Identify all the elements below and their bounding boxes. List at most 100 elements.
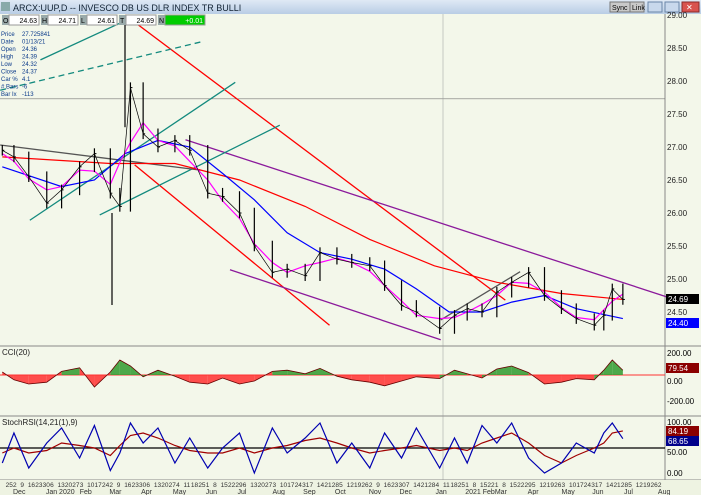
cci-segment (544, 375, 562, 384)
info-value: 24.37 (22, 70, 38, 76)
day-tick-label: 5 (628, 482, 632, 489)
day-tick-label: 29 (524, 482, 532, 489)
month-tick-label: May (562, 489, 576, 495)
trendline (99, 124, 281, 216)
price-tick-label: 27.00 (667, 143, 688, 152)
ohlc-value: 24.71 (58, 18, 76, 25)
day-tick-label: 23 (391, 482, 399, 489)
ohlc-key (158, 15, 165, 25)
ohlc-key-label: H (42, 18, 47, 25)
price-line (2, 87, 624, 329)
day-tick-label: 9 (20, 482, 24, 489)
stoch-k-line (1, 421, 624, 475)
day-tick-label: 1 (495, 482, 499, 489)
trendline (134, 164, 330, 326)
cci-segment (61, 367, 80, 375)
day-tick-label: 2 (109, 482, 113, 489)
price-tick-label: 27.50 (667, 110, 688, 119)
day-tick-label: 15 (480, 482, 488, 489)
day-tick-label: 26 (651, 482, 659, 489)
day-tick-label: 16 (384, 482, 392, 489)
day-tick-label: 13 (154, 482, 162, 489)
ohlc-value-box (125, 14, 157, 26)
cci-segment (351, 375, 370, 383)
day-tick-label: 22 (487, 482, 495, 489)
day-tick-label: 3 (80, 482, 84, 489)
month-tick-label: Apr (528, 489, 540, 495)
info-value: 01/13/21 (22, 40, 46, 46)
day-tick-label: 14 (317, 482, 325, 489)
title-bar[interactable] (0, 0, 701, 14)
sync-button[interactable]: Sync (609, 1, 631, 13)
minimize-button[interactable] (647, 1, 663, 13)
month-tick-label: Aug (658, 489, 671, 495)
day-tick-label: 30 (139, 482, 147, 489)
cci-segment (561, 375, 577, 383)
day-tick-label: 2 (658, 482, 662, 489)
day-tick-label: 16 (28, 482, 36, 489)
cci-last-badge (666, 363, 699, 373)
ohlc-value: 24.63 (19, 18, 37, 25)
day-tick-label: 1 (206, 482, 210, 489)
price-tick-label: 26.00 (667, 209, 688, 218)
maximize-button[interactable] (664, 1, 680, 13)
stoch-d-line (2, 430, 623, 464)
day-tick-label: 11 (443, 482, 450, 489)
price-tick-label: 24.50 (667, 308, 688, 317)
day-tick-label: 26 (554, 482, 562, 489)
day-tick-label: 9 (117, 482, 121, 489)
stoch-last-label: 68.65 (668, 437, 689, 446)
stoch-tick-label: 100.00 (667, 418, 692, 427)
day-tick-label: 14 (413, 482, 421, 489)
price-tick-label: 28.50 (667, 44, 688, 53)
cci-segment (222, 375, 240, 384)
price-tick-label: 29.00 (667, 11, 688, 20)
day-tick-label: 15 (510, 482, 518, 489)
cci-line (2, 359, 624, 388)
day-tick-label: 13 (57, 482, 65, 489)
day-tick-label: 25 (6, 482, 14, 489)
window-title: ARCX:UUP,D -- INVESCO DB US DLR INDEX TR… (13, 3, 241, 13)
ohlc-value: 24.61 (97, 18, 115, 25)
day-tick-label: 7 (310, 482, 314, 489)
stoch-title: StochRSI(14,21(1),9) (2, 418, 78, 427)
ohlc-key (41, 15, 48, 25)
ohlc-key-label: N (159, 18, 164, 25)
day-tick-label: 10 (280, 482, 288, 489)
cci-last-label: 79.54 (668, 364, 689, 373)
link-button[interactable]: Link (629, 1, 645, 13)
cci-segment (401, 375, 417, 381)
month-tick-label: Jan 2020 (46, 489, 75, 495)
day-tick-label: 27 (72, 482, 80, 489)
ma-long-line (2, 156, 623, 301)
day-tick-label: 30 (43, 482, 51, 489)
info-value: -6 (22, 85, 28, 91)
info-label: Open (1, 47, 16, 53)
cci-tick-label: 0.00 (667, 377, 683, 386)
last-value-label: 24.69 (668, 295, 689, 304)
month-tick-label: Oct (335, 489, 346, 495)
time-axis (0, 480, 701, 495)
info-value: 24.36 (22, 47, 38, 53)
month-tick-label: Jul (624, 489, 633, 495)
ohlc-value-box (164, 14, 206, 26)
month-tick-label: Dec (400, 489, 413, 495)
day-tick-label: 11 (183, 482, 190, 489)
month-tick-label: Jun (592, 489, 603, 495)
month-tick-label: Nov (369, 489, 382, 495)
day-tick-label: 6 (243, 482, 247, 489)
day-tick-label: 7 (406, 482, 410, 489)
day-tick-label: 8 (213, 482, 217, 489)
day-tick-label: 24 (295, 482, 303, 489)
close-button[interactable] (681, 1, 700, 13)
day-tick-label: 2 (13, 482, 17, 489)
day-tick-label: 24 (584, 482, 592, 489)
day-tick-label: 16 (124, 482, 132, 489)
cci-tick-label: -200.00 (667, 397, 695, 406)
day-tick-label: 19 (547, 482, 555, 489)
day-tick-label: 6 (146, 482, 150, 489)
day-tick-label: 21 (421, 482, 429, 489)
stoch-last-badge (666, 436, 699, 446)
stoch-tick-label: 50.00 (667, 448, 688, 457)
